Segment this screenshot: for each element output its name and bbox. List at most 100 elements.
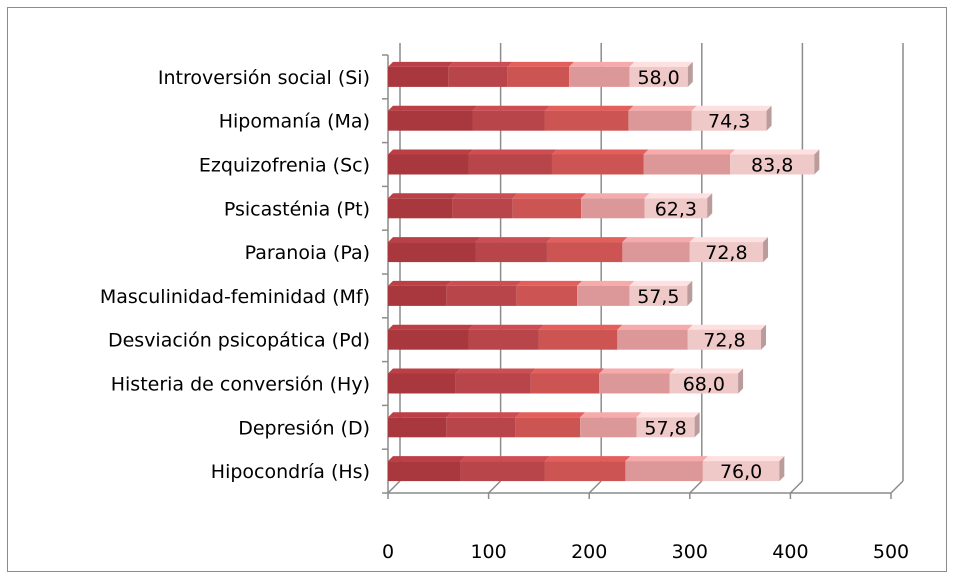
- bar-segment-top: [551, 149, 649, 155]
- bar-segment-top: [388, 193, 458, 199]
- bar-segment-top: [643, 149, 736, 155]
- bar-segment-top: [512, 193, 587, 199]
- gridline-floor: [588, 480, 602, 494]
- bar-segment-top: [577, 280, 635, 286]
- data-label: 72,8: [703, 330, 745, 352]
- bar-segment: [544, 461, 626, 482]
- bar-end: [687, 61, 693, 87]
- bar-end: [761, 324, 767, 350]
- data-label: 58,0: [637, 67, 679, 89]
- bar-segment-top: [388, 368, 461, 374]
- gridline-floor: [689, 480, 703, 494]
- bar-segment-top: [622, 237, 695, 243]
- bar-end: [707, 193, 713, 219]
- bar-segment: [507, 66, 570, 87]
- bar-segment-top: [388, 149, 474, 155]
- bar-segment: [617, 329, 688, 350]
- bar-segment: [530, 373, 600, 394]
- bar-segment-top: [455, 368, 536, 374]
- bar-segment-top: [388, 456, 466, 462]
- bar-segment-top: [446, 280, 522, 286]
- bar-segment-top: [452, 193, 518, 199]
- bar-segment: [388, 66, 449, 87]
- bar-segment: [577, 285, 630, 306]
- bar-segment-top: [468, 324, 544, 330]
- category-label: Desviación psicopática (Pd): [108, 330, 370, 352]
- bar-segment-top: [468, 149, 557, 155]
- bar-segment: [581, 198, 645, 219]
- bar-segment: [544, 110, 629, 131]
- bar-segment: [625, 461, 703, 482]
- bar-segment: [580, 417, 637, 438]
- bar-segment: [388, 154, 469, 175]
- bar-end: [738, 368, 744, 394]
- data-label: 57,5: [637, 286, 679, 308]
- bar-segment: [643, 154, 731, 175]
- bar-segment: [388, 198, 453, 219]
- bar-segment-top: [702, 456, 785, 462]
- bar-segment: [468, 154, 552, 175]
- category-label: Masculinidad-feminidad (Mf): [100, 286, 370, 308]
- bar-segment-top: [388, 61, 454, 67]
- bar-segment-top: [446, 412, 521, 418]
- bar-segment-top: [569, 61, 635, 67]
- x-tick-label: 300: [672, 541, 708, 563]
- bar-segment: [629, 285, 688, 306]
- bar-segment: [622, 242, 690, 263]
- category-label: Paranoia (Pa): [245, 242, 370, 264]
- bar-segment-top: [448, 61, 513, 67]
- bar-segment-top: [581, 193, 650, 199]
- bar-end: [763, 237, 769, 263]
- data-label: 68,0: [683, 374, 725, 396]
- bar-segment: [669, 373, 739, 394]
- bar-segment: [512, 198, 582, 219]
- data-label: 83,8: [751, 155, 793, 177]
- bar-segment: [455, 373, 531, 394]
- bar-segment-top: [689, 237, 769, 243]
- gridline-floor: [488, 480, 502, 494]
- bar-segment: [388, 373, 456, 394]
- bar-segment: [687, 329, 762, 350]
- bar-segment: [644, 198, 708, 219]
- gridline-floor: [789, 480, 803, 494]
- bar-segment: [448, 66, 508, 87]
- x-tick-label: 400: [772, 541, 808, 563]
- bar-segment-top: [687, 324, 767, 330]
- bar-segment-top: [625, 456, 708, 462]
- bar-segment-top: [516, 280, 583, 286]
- data-label: 76,0: [720, 461, 762, 483]
- bar-segment: [388, 110, 473, 131]
- bar-segment-top: [691, 105, 772, 111]
- bar-segment: [446, 417, 516, 438]
- bar-segment: [569, 66, 630, 87]
- category-label: Depresión (D): [238, 417, 370, 439]
- bar-segment: [516, 285, 578, 306]
- x-tick-label: 0: [382, 541, 394, 563]
- bar-segment-top: [388, 105, 478, 111]
- bar-end: [766, 105, 772, 131]
- bar-segment-top: [507, 61, 575, 67]
- gridline-floor: [387, 480, 401, 494]
- bar-segment-top: [388, 237, 481, 243]
- gridline-floor: [890, 480, 904, 494]
- category-label: Histeria de conversión (Hy): [111, 374, 370, 396]
- category-label: Hipocondría (Hs): [211, 461, 370, 483]
- bar-segment: [388, 285, 447, 306]
- bar-segment: [629, 66, 688, 87]
- bar-segment-top: [515, 412, 586, 418]
- bar-segment: [730, 154, 815, 175]
- bar-segment-top: [580, 412, 642, 418]
- bar-segment-top: [617, 324, 693, 330]
- x-tick-label: 200: [571, 541, 607, 563]
- bar-segment-top: [644, 193, 713, 199]
- bar-segment-top: [544, 105, 634, 111]
- data-label: 57,8: [644, 417, 686, 439]
- category-label: Ezquizofrenia (Sc): [199, 155, 370, 177]
- bar-segment-top: [636, 412, 700, 418]
- bar-end: [694, 412, 700, 438]
- bar-segment: [446, 285, 517, 306]
- bar-segment-top: [628, 105, 697, 111]
- bar-segment: [689, 242, 764, 263]
- category-label: Hipomanía (Ma): [219, 111, 370, 133]
- bar-segment: [452, 198, 513, 219]
